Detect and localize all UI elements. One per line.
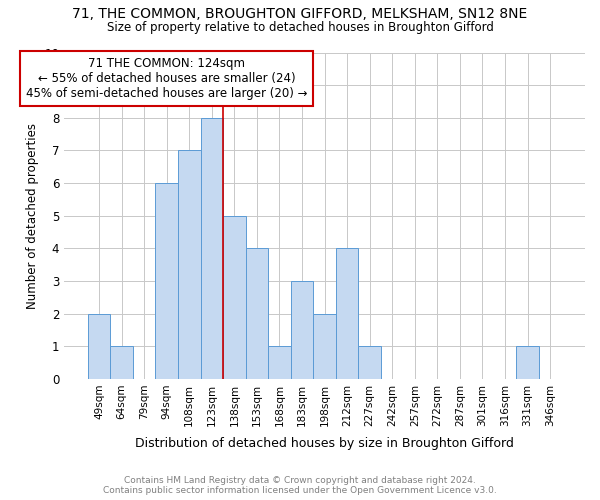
Bar [155,183,178,379]
Bar [245,248,268,379]
Text: Contains HM Land Registry data © Crown copyright and database right 2024.
Contai: Contains HM Land Registry data © Crown c… [103,476,497,495]
Bar [200,118,223,379]
Text: Size of property relative to detached houses in Broughton Gifford: Size of property relative to detached ho… [107,21,493,34]
Bar [110,346,133,379]
Text: 71, THE COMMON, BROUGHTON GIFFORD, MELKSHAM, SN12 8NE: 71, THE COMMON, BROUGHTON GIFFORD, MELKS… [73,8,527,22]
Bar [358,346,381,379]
Bar [268,346,291,379]
Y-axis label: Number of detached properties: Number of detached properties [26,122,39,308]
Bar [223,216,245,379]
X-axis label: Distribution of detached houses by size in Broughton Gifford: Distribution of detached houses by size … [135,437,514,450]
Bar [88,314,110,379]
Text: 71 THE COMMON: 124sqm
← 55% of detached houses are smaller (24)
45% of semi-deta: 71 THE COMMON: 124sqm ← 55% of detached … [26,58,307,100]
Bar [291,281,313,379]
Bar [178,150,200,379]
Bar [336,248,358,379]
Bar [516,346,539,379]
Bar [313,314,336,379]
